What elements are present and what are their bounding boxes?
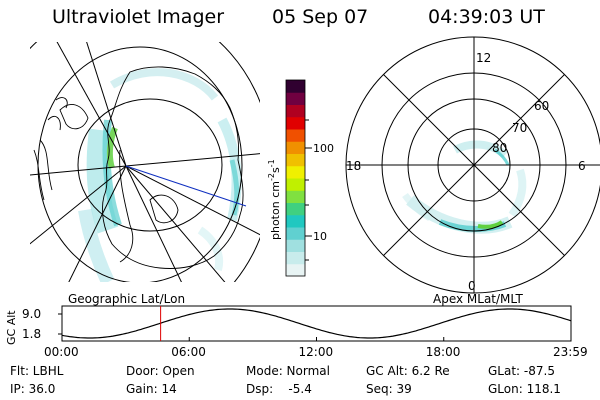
apex-lat-80: 80 <box>492 141 507 155</box>
geo-auroral-emission <box>78 68 242 282</box>
colorbar-step <box>286 239 305 252</box>
colorbar-step <box>286 92 305 105</box>
colorbar-step <box>286 104 305 118</box>
image-date: 05 Sep 07 <box>272 6 369 28</box>
altitude-x-ticks <box>61 337 572 341</box>
info-gc-alt: GC Alt: 6.2 Re <box>366 364 450 378</box>
apex-lat-70: 70 <box>512 121 527 135</box>
info-gain: Gain: 14 <box>126 382 177 396</box>
altitude-ylabel: GC Alt <box>5 310 18 345</box>
colorbar-step <box>286 116 305 130</box>
svg-text:photon cm-2s-1: photon cm-2s-1 <box>267 159 282 240</box>
altitude-x-tick-label: 06:00 <box>171 345 206 359</box>
colorbar-step <box>286 153 305 167</box>
info-ip: IP: 36.0 <box>10 382 55 396</box>
geographic-map-panel <box>30 42 260 282</box>
apex-polar-panel: 12 18 6 0 60 70 80 <box>345 36 600 294</box>
info-filter: Flt: LBHL <box>10 364 64 378</box>
info-seq: Seq: 39 <box>366 382 412 396</box>
info-glat: GLat: -87.5 <box>488 364 555 378</box>
image-time: 04:39:03 UT <box>428 6 545 28</box>
geo-noon-meridian <box>125 165 247 207</box>
colorbar-unit-label: photon cm-2s-1 <box>267 159 282 240</box>
apex-lat-60: 60 <box>534 99 549 113</box>
altitude-x-tick-label: 23:59 <box>553 345 588 359</box>
header-bar: Ultraviolet Imager 05 Sep 07 04:39:03 UT <box>0 0 600 40</box>
altitude-x-tick-label: 00:00 <box>44 345 79 359</box>
colorbar-step <box>286 227 305 240</box>
instrument-title: Ultraviolet Imager <box>52 6 225 28</box>
apex-mlt-6: 6 <box>578 159 586 173</box>
colorbar-step <box>286 165 305 179</box>
colorbar-step <box>286 251 305 265</box>
colorbar-tick-10: 10 <box>313 230 327 243</box>
colorbar-step <box>286 141 305 154</box>
apex-mlt-0: 0 <box>468 279 476 293</box>
apex-grid <box>345 36 600 294</box>
apex-panel-label: Apex MLat/MLT <box>433 292 523 306</box>
altitude-y-max: 9.0 <box>22 307 41 321</box>
colorbar-step <box>286 202 305 216</box>
colorbar-step <box>286 129 305 142</box>
colorbar: 100 10 photon cm-2s-1 <box>267 79 334 277</box>
info-panel: Flt: LBHL Door: Open Mode: Normal GC Alt… <box>10 364 561 396</box>
info-dsp: Dsp: -5.4 <box>246 382 312 396</box>
colorbar-step <box>286 178 305 191</box>
altitude-x-tick-label: 18:00 <box>426 345 461 359</box>
colorbar-gradient <box>286 80 305 277</box>
apex-mlt-18: 18 <box>346 159 361 173</box>
altitude-x-tick-label: 12:00 <box>299 345 334 359</box>
colorbar-step <box>286 214 305 228</box>
geo-grid <box>30 42 260 282</box>
geo-panel-label: Geographic Lat/Lon <box>68 292 185 306</box>
colorbar-tick-100: 100 <box>313 142 334 155</box>
altitude-plot: 9.0 1.8 GC Alt 00:00 06:00 12:00 18:00 23:59 <box>5 305 588 359</box>
colorbar-step <box>286 80 305 93</box>
info-door: Door: Open <box>126 364 195 378</box>
colorbar-step <box>286 263 305 277</box>
altitude-y-min: 1.8 <box>22 327 41 341</box>
info-glon: GLon: 118.1 <box>488 382 561 396</box>
colorbar-step <box>286 190 305 203</box>
altitude-curve <box>61 308 572 339</box>
apex-mlt-12: 12 <box>476 51 491 65</box>
info-mode: Mode: Normal <box>246 364 330 378</box>
